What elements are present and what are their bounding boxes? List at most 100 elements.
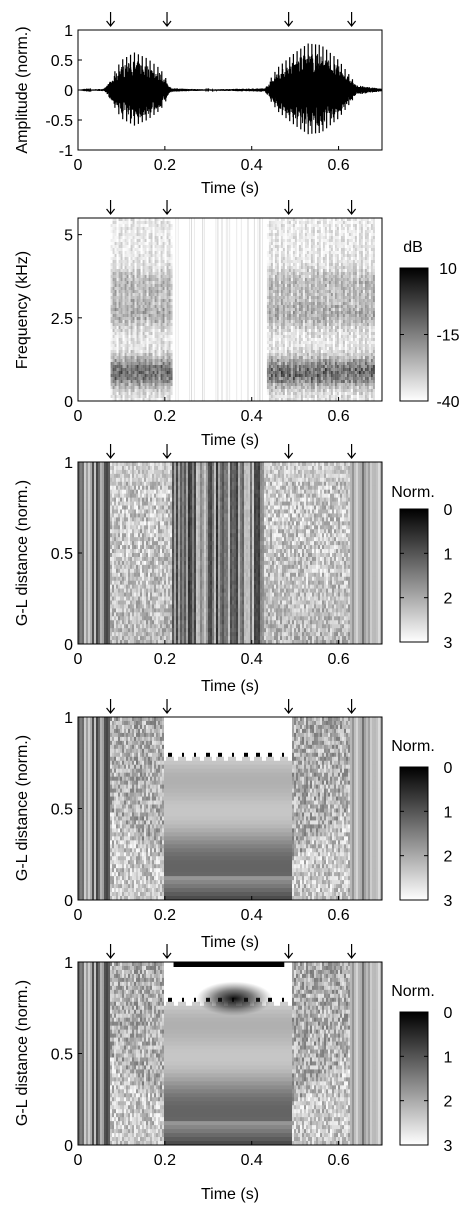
spectrogram-panel: 0 0.2 0.4 0.6 5 2.5 0 Frequency (kHz) Time (s)… <box>14 200 460 449</box>
gl-distance-panel-1: 0 0.2 0.4 0.6 1 0.5 0 G-L distance (norm.) Tim… <box>14 444 453 695</box>
x-tick-label: 0 <box>74 408 83 425</box>
x-tick-label: 0 <box>74 157 83 174</box>
x-tick-label: 0 <box>74 907 83 924</box>
event-arrow <box>106 944 116 959</box>
x-tick-label: 0 <box>74 651 83 668</box>
y-axis-label: Amplitude (norm.) <box>14 26 31 153</box>
colorbar: Norm. 0 1 2 3 <box>391 983 452 1155</box>
event-arrow <box>106 699 116 714</box>
x-tick-label: 0.6 <box>327 651 349 668</box>
event-arrow <box>347 12 357 27</box>
event-arrow <box>162 699 172 714</box>
event-markers <box>106 444 357 459</box>
colorbar-title: Norm. <box>391 738 435 755</box>
x-tick-label: 0.4 <box>241 651 263 668</box>
event-arrow <box>347 699 357 714</box>
colorbar: dB 10 -15 -40 <box>399 239 460 411</box>
event-arrow <box>162 12 172 27</box>
event-arrow <box>284 699 294 714</box>
colorbar-ramp <box>399 508 429 643</box>
y-tick-label: 5 <box>64 228 73 245</box>
colorbar-tick-label: 3 <box>444 1138 453 1155</box>
colorbar-title: dB <box>403 239 423 256</box>
colorbar-tick-label: 1 <box>444 804 453 821</box>
y-tick-label: 1 <box>64 455 73 472</box>
x-axis-label: Time (s) <box>201 934 259 951</box>
axis-ticks: 0 0.2 0.4 0.6 1 0.5 0 <box>51 955 350 1169</box>
event-arrow <box>162 444 172 459</box>
x-axis-label: Time (s) <box>201 432 259 449</box>
distance-map-image <box>78 717 382 900</box>
y-tick-label: 0 <box>64 83 73 100</box>
colorbar-tick-label: 0 <box>444 502 453 519</box>
colorbar-tick-label: 0 <box>444 760 453 777</box>
x-tick-label: 0.6 <box>327 157 349 174</box>
x-tick-label: 0 <box>74 1152 83 1169</box>
x-axis-label: Time (s) <box>201 678 259 695</box>
axis-ticks: 0 0.2 0.4 0.6 1 0.5 0 -0.5 -1 <box>45 23 349 174</box>
x-tick-label: 0.6 <box>327 408 349 425</box>
y-tick-label: 0.5 <box>51 1047 73 1064</box>
y-tick-label: 1 <box>64 955 73 972</box>
y-axis-label: G-L distance (norm.) <box>14 980 31 1126</box>
x-tick-label: 0.4 <box>241 907 263 924</box>
colorbar-tick-label: 1 <box>444 546 453 563</box>
event-arrow <box>106 200 116 215</box>
y-tick-label: 0.5 <box>51 802 73 819</box>
colorbar-tick-label: 0 <box>444 1005 453 1022</box>
colorbar-ramp <box>399 766 429 901</box>
event-arrow <box>284 944 294 959</box>
constraint-bar <box>173 962 285 967</box>
gl-distance-panel-2: 0 0.2 0.4 0.6 1 0.5 0 G-L distance (norm.) Tim… <box>14 699 453 951</box>
colorbar-tick-label: 3 <box>444 635 453 652</box>
event-markers <box>106 699 357 714</box>
y-tick-label: 0 <box>64 893 73 910</box>
x-axis-label: Time (s) <box>201 1186 259 1203</box>
y-axis-label: G-L distance (norm.) <box>14 480 31 626</box>
event-markers <box>106 12 357 27</box>
distance-map-image <box>78 962 382 1145</box>
y-tick-label: 1 <box>64 710 73 727</box>
colorbar-tick-label: 2 <box>444 1094 453 1111</box>
y-tick-label: 0 <box>64 637 73 654</box>
y-tick-label: -1 <box>59 143 73 160</box>
event-arrow <box>106 12 116 27</box>
x-tick-label: 0.2 <box>154 907 176 924</box>
axis-ticks: 0 0.2 0.4 0.6 5 2.5 0 <box>51 228 350 425</box>
x-tick-label: 0.4 <box>241 408 263 425</box>
x-tick-label: 0.2 <box>154 1152 176 1169</box>
event-arrow <box>106 444 116 459</box>
plot-frame <box>77 217 383 402</box>
y-tick-label: 0.5 <box>51 546 73 563</box>
colorbar-tick-label: 10 <box>439 261 457 278</box>
colorbar-tick-label: 2 <box>444 591 453 608</box>
x-tick-label: 0.4 <box>241 1152 263 1169</box>
x-tick-label: 0.6 <box>327 907 349 924</box>
x-tick-label: 0.2 <box>154 651 176 668</box>
axis-ticks: 0 0.2 0.4 0.6 1 0.5 0 <box>51 455 350 668</box>
y-axis-label: G-L distance (norm.) <box>14 735 31 881</box>
waveform-line <box>78 54 382 127</box>
colorbar: Norm. 0 1 2 3 <box>391 738 452 910</box>
colorbar-tick-label: 2 <box>444 849 453 866</box>
minimum-blob <box>196 981 273 1016</box>
colorbar-title: Norm. <box>391 484 435 501</box>
spectrogram-image <box>78 218 382 401</box>
y-tick-label: 1 <box>64 23 73 40</box>
colorbar-ramp <box>399 1011 429 1146</box>
colorbar-ramp <box>399 267 429 402</box>
y-tick-label: 0 <box>64 394 73 411</box>
axis-ticks: 0 0.2 0.4 0.6 1 0.5 0 <box>51 710 350 924</box>
colorbar-tick-label: -15 <box>436 328 459 345</box>
x-tick-label: 0.2 <box>154 408 176 425</box>
waveform-trace <box>78 43 382 135</box>
event-arrow <box>347 944 357 959</box>
colorbar-tick-label: -40 <box>436 394 459 411</box>
distance-map-image <box>78 462 382 644</box>
event-arrow <box>162 200 172 215</box>
event-arrow <box>284 12 294 27</box>
x-tick-label: 0.4 <box>241 157 263 174</box>
event-arrow <box>347 200 357 215</box>
y-tick-label: 0.5 <box>51 53 73 70</box>
